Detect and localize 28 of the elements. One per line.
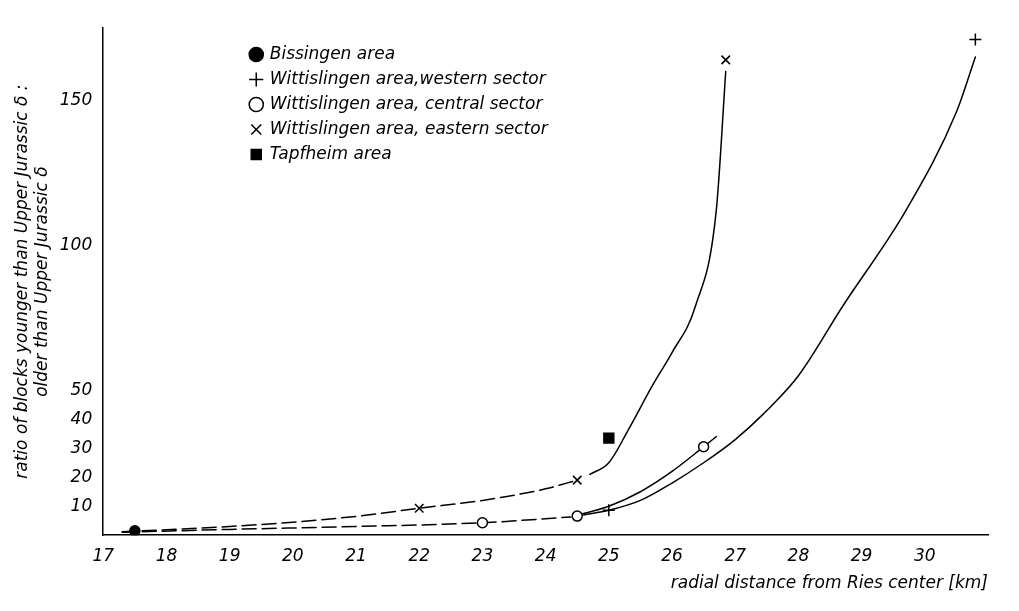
x-tick-label: 30 [913, 544, 936, 565]
y-tick-label: 30 [70, 436, 93, 457]
y-tick-label: 100 [59, 233, 93, 254]
x-tick-label: 27 [724, 544, 747, 565]
x-tick-label: 17 [92, 544, 115, 565]
legend-label: Wittislingen area, central sector [269, 92, 544, 113]
y-tick-label: 10 [70, 494, 93, 515]
x-tick-label: 29 [850, 544, 873, 565]
x-tick-label: 21 [345, 544, 367, 565]
y-tick-label: 50 [70, 378, 93, 399]
x-tick-label: 23 [471, 544, 494, 565]
y-axis-title: ratio of blocks younger than Upper Jurassic δ : older than Upper Jurassic δ [10, 84, 52, 479]
x-tick-label: 18 [155, 544, 178, 565]
x-tick-label: 20 [282, 544, 304, 565]
y-tick-label: 40 [70, 407, 93, 428]
x-tick-label: 25 [598, 544, 620, 565]
x-tick-label: 24 [534, 544, 557, 565]
x-tick-label: 22 [408, 544, 431, 565]
legend-label: Bissingen area [269, 42, 396, 63]
y-tick-label: 150 [59, 88, 93, 109]
x-tick-label: 26 [661, 544, 684, 565]
legend-label: Wittislingen area, eastern sector [269, 117, 549, 138]
legend-label: Tapfheim area [269, 142, 392, 163]
legend-label: Wittislingen area,western sector [269, 67, 547, 88]
y-tick-label: 20 [70, 465, 93, 486]
x-tick-label: 28 [787, 544, 810, 565]
x-axis-title: radial distance from Ries center [km] [670, 572, 988, 593]
x-tick-label: 19 [218, 544, 241, 565]
